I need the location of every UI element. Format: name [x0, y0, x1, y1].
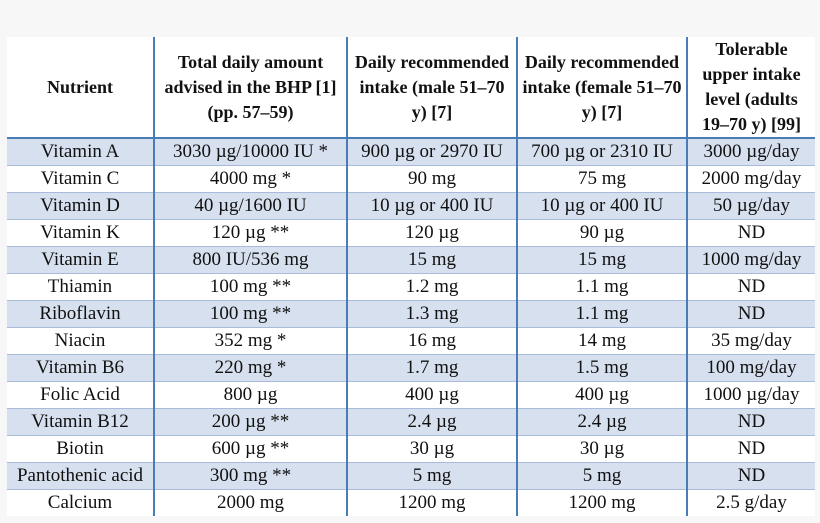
cell-upper-limit: 2.5 g/day [686, 489, 815, 516]
cell-bhp-amount: 2000 mg [153, 489, 347, 516]
cell-male-intake: 10 µg or 400 IU [346, 192, 517, 220]
cell-male-intake: 120 µg [346, 219, 517, 247]
table-row: Riboflavin 100 mg ** 1.3 mg 1.1 mg ND [7, 300, 815, 328]
table-row: Calcium 2000 mg 1200 mg 1200 mg 2.5 g/day [7, 489, 815, 516]
cell-bhp-amount: 120 µg ** [153, 219, 347, 247]
cell-upper-limit: 3000 µg/day [686, 138, 815, 166]
cell-upper-limit: 35 mg/day [686, 327, 815, 355]
table-body: Vitamin A 3030 µg/10000 IU * 900 µg or 297… [7, 138, 815, 516]
cell-upper-limit: ND [686, 219, 815, 247]
cell-female-intake: 75 mg [516, 165, 687, 193]
table-row: Vitamin K 120 µg ** 120 µg 90 µg ND [7, 219, 815, 247]
cell-upper-limit: ND [686, 273, 815, 301]
cell-male-intake: 1.7 mg [346, 354, 517, 382]
cell-upper-limit: 50 µg/day [686, 192, 815, 220]
cell-nutrient: Riboflavin [7, 300, 154, 328]
cell-upper-limit: 1000 mg/day [686, 246, 815, 274]
cell-male-intake: 90 mg [346, 165, 517, 193]
cell-bhp-amount: 100 mg ** [153, 273, 347, 301]
cell-male-intake: 15 mg [346, 246, 517, 274]
cell-nutrient: Thiamin [7, 273, 154, 301]
cell-female-intake: 15 mg [516, 246, 687, 274]
cell-female-intake: 1200 mg [516, 489, 687, 516]
table-row: Vitamin E 800 IU/536 mg 15 mg 15 mg 1000 mg/… [7, 246, 815, 274]
cell-upper-limit: ND [686, 300, 815, 328]
cell-female-intake: 400 µg [516, 381, 687, 409]
cell-nutrient: Biotin [7, 435, 154, 463]
cell-upper-limit: ND [686, 408, 815, 436]
cell-male-intake: 1.3 mg [346, 300, 517, 328]
table-row: Folic Acid 800 µg 400 µg 400 µg 1000 µg/day [7, 381, 815, 409]
cell-nutrient: Vitamin E [7, 246, 154, 274]
table-row: Pantothenic acid 300 mg ** 5 mg 5 mg ND [7, 462, 815, 490]
cell-nutrient: Vitamin D [7, 192, 154, 220]
cell-female-intake: 1.5 mg [516, 354, 687, 382]
table-row: Vitamin B12 200 µg ** 2.4 µg 2.4 µg ND [7, 408, 815, 436]
cell-upper-limit: 100 mg/day [686, 354, 815, 382]
cell-bhp-amount: 3030 µg/10000 IU * [153, 138, 347, 166]
cell-male-intake: 900 µg or 2970 IU [346, 138, 517, 166]
cell-female-intake: 30 µg [516, 435, 687, 463]
cell-female-intake: 2.4 µg [516, 408, 687, 436]
cell-female-intake: 1.1 mg [516, 300, 687, 328]
cell-bhp-amount: 200 µg ** [153, 408, 347, 436]
table-row: Vitamin C 4000 mg * 90 mg 75 mg 2000 mg/day [7, 165, 815, 193]
cell-male-intake: 5 mg [346, 462, 517, 490]
cell-nutrient: Vitamin A [7, 138, 154, 166]
cell-male-intake: 1.2 mg [346, 273, 517, 301]
cell-nutrient: Vitamin B6 [7, 354, 154, 382]
cell-male-intake: 2.4 µg [346, 408, 517, 436]
cell-male-intake: 30 µg [346, 435, 517, 463]
cell-bhp-amount: 100 mg ** [153, 300, 347, 328]
cell-upper-limit: 1000 µg/day [686, 381, 815, 409]
header-bhp-amount: Total daily amount advised in the BHP [1… [153, 37, 347, 139]
cell-bhp-amount: 600 µg ** [153, 435, 347, 463]
cell-male-intake: 16 mg [346, 327, 517, 355]
cell-upper-limit: 2000 mg/day [686, 165, 815, 193]
header-female-intake: Daily recommended intake (female 51–70 y… [516, 37, 687, 139]
header-nutrient: Nutrient [7, 37, 154, 139]
cell-bhp-amount: 40 µg/1600 IU [153, 192, 347, 220]
cell-nutrient: Vitamin B12 [7, 408, 154, 436]
cell-female-intake: 14 mg [516, 327, 687, 355]
cell-female-intake: 1.1 mg [516, 273, 687, 301]
cell-female-intake: 10 µg or 400 IU [516, 192, 687, 220]
header-row: Nutrient Total daily amount advised in t… [7, 37, 815, 139]
cell-nutrient: Calcium [47, 492, 113, 513]
table-row: Thiamin 100 mg ** 1.2 mg 1.1 mg ND [7, 273, 815, 301]
cell-nutrient: Folic Acid [7, 381, 154, 409]
nutrient-table: Nutrient Total daily amount advised in t… [7, 37, 815, 516]
cell-nutrient: Vitamin K [7, 219, 154, 247]
table-row: Vitamin B6 220 mg * 1.7 mg 1.5 mg 100 mg/day [7, 354, 815, 382]
cell-male-intake: 1200 mg [346, 489, 517, 516]
cell-female-intake: 5 mg [516, 462, 687, 490]
cell-bhp-amount: 300 mg ** [153, 462, 347, 490]
table-row: Vitamin D 40 µg/1600 IU 10 µg or 400 IU 10 … [7, 192, 815, 220]
table-row: Biotin 600 µg ** 30 µg 30 µg ND [7, 435, 815, 463]
cell-female-intake: 700 µg or 2310 IU [516, 138, 687, 166]
cell-bhp-amount: 220 mg * [153, 354, 347, 382]
cell-upper-limit: ND [686, 462, 815, 490]
table-row: Vitamin A 3030 µg/10000 IU * 900 µg or 297… [7, 138, 815, 166]
cell-upper-limit: ND [686, 435, 815, 463]
cell-nutrient: Vitamin C [7, 165, 154, 193]
cell-female-intake: 90 µg [516, 219, 687, 247]
cell-bhp-amount: 800 IU/536 mg [153, 246, 347, 274]
table-row: Niacin 352 mg * 16 mg 14 mg 35 mg/day [7, 327, 815, 355]
cell-bhp-amount: 4000 mg * [153, 165, 347, 193]
cell-nutrient: Pantothenic acid [7, 462, 154, 490]
cell-bhp-amount: 352 mg * [153, 327, 347, 355]
header-upper-limit: Tolerable upper intake level (adults 19–… [686, 37, 815, 139]
header-male-intake: Daily recommended intake (male 51–70 y) … [346, 37, 517, 139]
cell-male-intake: 400 µg [346, 381, 517, 409]
cell-bhp-amount: 800 µg [153, 381, 347, 409]
cell-nutrient: Niacin [7, 327, 154, 355]
